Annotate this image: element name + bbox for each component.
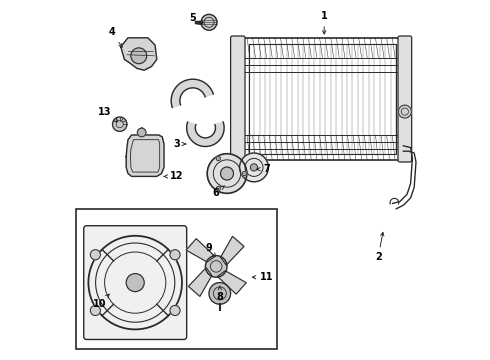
Polygon shape: [218, 271, 246, 294]
Circle shape: [131, 48, 147, 64]
Text: 10: 10: [93, 294, 109, 309]
Polygon shape: [186, 239, 215, 262]
Polygon shape: [171, 79, 213, 108]
Circle shape: [216, 186, 220, 191]
Polygon shape: [126, 135, 164, 176]
Circle shape: [137, 128, 146, 137]
Text: 5: 5: [190, 13, 201, 25]
Circle shape: [250, 164, 258, 171]
Circle shape: [90, 250, 100, 260]
Bar: [76, 209, 277, 349]
FancyBboxPatch shape: [84, 226, 187, 339]
Polygon shape: [187, 122, 224, 147]
Text: 8: 8: [217, 286, 223, 302]
Circle shape: [220, 167, 233, 180]
Text: 3: 3: [173, 139, 186, 149]
Circle shape: [90, 305, 100, 315]
Circle shape: [113, 117, 127, 131]
Polygon shape: [189, 267, 212, 296]
Circle shape: [216, 156, 220, 161]
Text: 7: 7: [257, 164, 270, 174]
Text: 12: 12: [164, 171, 183, 181]
Text: 13: 13: [98, 107, 118, 122]
Circle shape: [209, 283, 231, 304]
Circle shape: [170, 305, 180, 315]
Text: 2: 2: [375, 233, 384, 262]
Text: 11: 11: [252, 272, 273, 282]
Text: 1: 1: [321, 11, 328, 34]
FancyBboxPatch shape: [398, 36, 412, 162]
Circle shape: [207, 154, 247, 193]
Polygon shape: [121, 38, 157, 70]
Polygon shape: [220, 237, 244, 265]
Circle shape: [398, 105, 411, 118]
Circle shape: [242, 171, 246, 176]
Text: 9: 9: [206, 243, 216, 257]
Circle shape: [240, 153, 269, 182]
FancyBboxPatch shape: [231, 36, 245, 162]
Circle shape: [205, 256, 227, 277]
Circle shape: [126, 274, 144, 292]
Text: 4: 4: [108, 27, 122, 47]
Circle shape: [170, 250, 180, 260]
Circle shape: [201, 14, 217, 30]
Text: 6: 6: [213, 186, 224, 198]
